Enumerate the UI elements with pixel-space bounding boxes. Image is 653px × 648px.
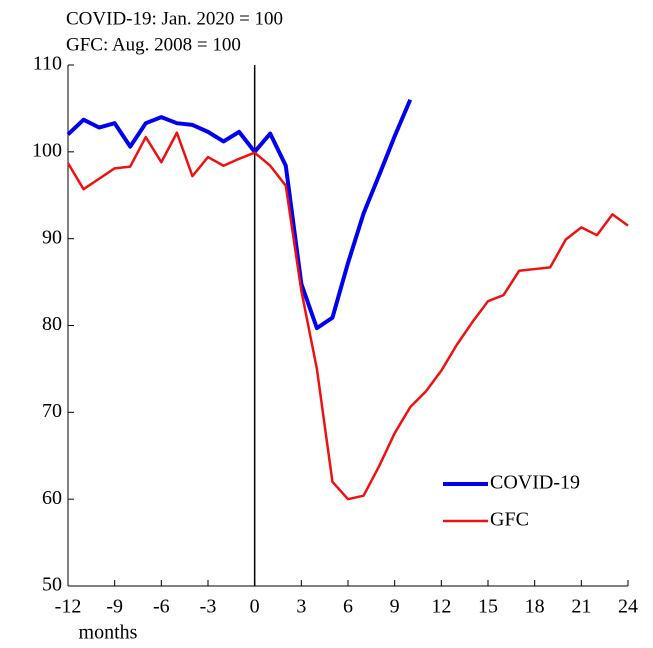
x-tick-label: -12 [55, 596, 82, 618]
x-tick-label: 6 [343, 596, 353, 618]
y-tick-label: 70 [42, 400, 62, 422]
x-tick-label: 15 [478, 596, 498, 618]
y-tick-label: 100 [32, 139, 62, 161]
y-tick-label: 110 [33, 53, 62, 75]
x-tick-label: 0 [250, 596, 260, 618]
x-tick-label: 9 [390, 596, 400, 618]
x-tick-label: 12 [431, 596, 451, 618]
series-line [66, 131, 629, 501]
y-tick-label: 50 [42, 574, 62, 596]
x-tick-label: -6 [153, 596, 170, 618]
y-tick-label: 60 [42, 487, 62, 509]
x-tick-label: -3 [200, 596, 217, 618]
x-tick-label: 3 [296, 596, 306, 618]
x-tick-label: 21 [571, 596, 591, 618]
legend-label: COVID-19 [490, 472, 580, 494]
y-tick-label: 80 [42, 313, 62, 335]
annotation: GFC: Aug. 2008 = 100 [66, 34, 241, 55]
series-line [66, 98, 413, 331]
x-axis-label: months [79, 622, 138, 644]
x-tick-label: -9 [106, 596, 123, 618]
x-tick-label: 18 [525, 596, 545, 618]
x-tick-label: 24 [618, 596, 638, 618]
y-tick-label: 90 [42, 226, 62, 248]
legend-label: GFC [490, 509, 529, 531]
annotation: COVID-19: Jan. 2020 = 100 [66, 8, 283, 29]
